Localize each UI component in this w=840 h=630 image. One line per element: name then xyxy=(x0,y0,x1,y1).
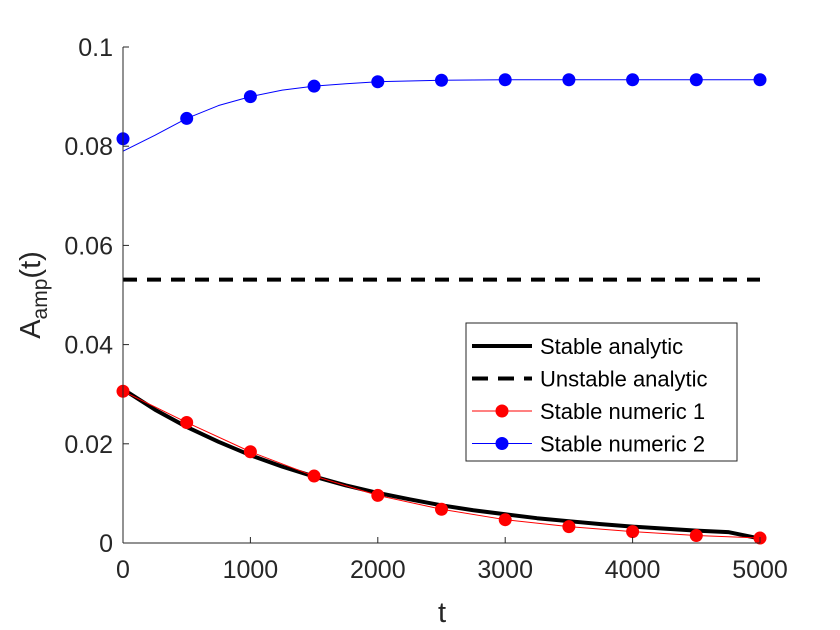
series-4-point xyxy=(435,73,448,87)
series-3-point xyxy=(180,415,194,429)
series-4-point xyxy=(689,73,703,87)
legend-label-2: Unstable analytic xyxy=(540,367,708,392)
series-3-point xyxy=(498,513,512,527)
x-tick-label: 4000 xyxy=(605,556,661,584)
legend-label-3: Stable numeric 1 xyxy=(540,399,705,424)
y-axis-label-main: A xyxy=(15,319,47,339)
series-4-point xyxy=(498,73,512,87)
series-3-point xyxy=(562,520,576,534)
legend: Stable analytic Unstable analytic Stable n… xyxy=(465,322,738,462)
series-3-point xyxy=(243,445,257,459)
series-4-point xyxy=(180,111,194,125)
y-tick-label: 0.02 xyxy=(64,431,113,459)
series-4-point xyxy=(307,79,321,93)
series-4-point xyxy=(626,73,640,87)
y-axis-label: Aamp(t) xyxy=(15,251,52,339)
y-axis-label-tail: (t) xyxy=(15,251,47,278)
plot-area xyxy=(116,73,767,545)
y-tick-label: 0.08 xyxy=(64,133,113,161)
x-tick-label: 5000 xyxy=(732,556,788,584)
series-3-point xyxy=(371,488,385,502)
y-tick-label: 0.04 xyxy=(64,332,113,360)
series-4-point xyxy=(562,73,576,87)
x-tick-label: 1000 xyxy=(223,556,279,584)
series-3-point xyxy=(689,529,703,543)
series-4-point xyxy=(753,73,767,87)
legend-label-1: Stable analytic xyxy=(540,334,683,359)
y-tick-label: 0.06 xyxy=(64,232,113,260)
legend-marker-4 xyxy=(495,437,509,450)
series-4-point xyxy=(371,75,385,89)
y-tick-label: 0 xyxy=(99,530,113,558)
axes: 0 1000 2000 3000 4000 5000 0 0.02 0.04 0.06 0.08 0.… xyxy=(64,34,787,584)
y-axis-label-sub: amp xyxy=(29,279,52,320)
y-tick-label: 0.1 xyxy=(78,34,113,62)
series-3-point xyxy=(307,469,321,483)
x-tick-label: 3000 xyxy=(477,556,533,584)
series-3-point xyxy=(435,502,448,516)
x-tick-label: 0 xyxy=(116,556,130,584)
series-4-point xyxy=(243,90,257,104)
series-line-4 xyxy=(122,79,760,152)
x-axis-label: t xyxy=(438,597,446,629)
legend-label-4: Stable numeric 2 xyxy=(540,432,705,457)
series-3-point xyxy=(626,525,640,539)
legend-marker-3 xyxy=(495,404,509,418)
x-tick-label: 2000 xyxy=(350,556,406,584)
